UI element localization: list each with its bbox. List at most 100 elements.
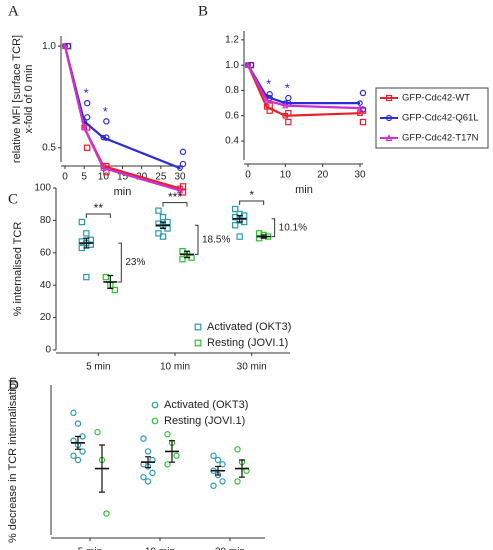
- marker: [357, 110, 363, 117]
- x-tick-label: 0: [62, 172, 68, 183]
- y-tick-label: 80: [40, 215, 52, 226]
- y-tick-label: 40: [40, 280, 52, 291]
- sig-bracket: [239, 200, 265, 206]
- sig-bracket: [162, 202, 188, 207]
- marker: [94, 428, 101, 436]
- legend-label: Resting (JOVI.1): [164, 415, 245, 427]
- y-tick-label: 100: [34, 183, 51, 194]
- marker: [144, 448, 152, 455]
- y-tick-label: 0: [45, 345, 51, 356]
- marker: [231, 205, 239, 213]
- marker: [149, 469, 156, 477]
- diff-bracket: [271, 218, 276, 238]
- x-tick-label: 0: [245, 170, 251, 181]
- marker: [164, 431, 171, 438]
- legend-label: GFP-Cdc42-WT: [402, 93, 470, 104]
- y-tick-label: 20: [40, 312, 52, 323]
- marker: [74, 420, 82, 427]
- series: [245, 61, 367, 126]
- series: [61, 42, 184, 194]
- line: [63, 45, 181, 192]
- x-tick-label: 30: [354, 170, 366, 181]
- marker: [144, 478, 152, 485]
- x-tick-label: 30 min: [215, 547, 245, 550]
- marker: [70, 452, 77, 459]
- y-tick-label: 1.2: [225, 34, 239, 45]
- marker: [219, 478, 226, 485]
- marker: [263, 104, 270, 110]
- marker: [219, 461, 226, 468]
- significance: *: [285, 80, 290, 95]
- marker: [61, 42, 69, 49]
- marker: [83, 114, 91, 121]
- diff-bracket: [118, 242, 122, 283]
- difference: 10.1%: [279, 222, 307, 233]
- marker: [236, 233, 243, 240]
- marker: [231, 213, 239, 221]
- x-axis-label: min: [114, 186, 132, 198]
- panel-label: A: [8, 3, 19, 19]
- marker: [179, 160, 187, 168]
- marker: [177, 185, 183, 192]
- marker: [111, 286, 119, 294]
- marker: [210, 452, 217, 459]
- x-tick-label: 30: [174, 172, 186, 183]
- x-tick-label: 25: [155, 172, 167, 183]
- marker: [155, 230, 162, 237]
- significance: *: [84, 86, 89, 101]
- line: [246, 64, 361, 117]
- marker: [83, 230, 90, 237]
- significance: *: [266, 77, 271, 92]
- x-axis-label: min: [295, 184, 313, 196]
- marker: [100, 134, 107, 141]
- x-tick-label: 20: [317, 170, 329, 181]
- marker: [155, 220, 162, 227]
- y-tick-label: 1.0: [42, 41, 56, 52]
- marker: [78, 238, 86, 245]
- y-tick-label: 0.8: [225, 85, 239, 96]
- x-tick-label: 10 min: [160, 362, 190, 373]
- line: [63, 45, 181, 170]
- marker: [80, 123, 88, 131]
- marker: [210, 482, 217, 489]
- marker: [74, 456, 82, 464]
- marker: [103, 118, 110, 125]
- marker: [173, 452, 180, 459]
- legend-label: Activated (OKT3): [164, 399, 248, 411]
- marker: [385, 114, 393, 122]
- marker: [151, 417, 159, 425]
- marker: [87, 241, 95, 248]
- marker: [83, 273, 90, 281]
- y-tick-label: 0.5: [42, 142, 56, 153]
- marker: [282, 112, 289, 119]
- marker: [176, 186, 184, 194]
- panel-label: D: [8, 377, 19, 393]
- x-tick-label: 10: [280, 170, 292, 181]
- line: [247, 64, 361, 110]
- significance: *: [103, 104, 108, 119]
- x-tick-label: 5 min: [86, 362, 110, 373]
- x-tick-label: 5: [81, 172, 87, 183]
- marker: [70, 409, 77, 417]
- legend-label: GFP-Cdc42-T17N: [402, 133, 479, 144]
- significance: ***: [168, 190, 182, 204]
- y-axis-label: x-fold of 0 min: [23, 64, 35, 133]
- legend-label: Resting (JOVI.1): [207, 337, 288, 349]
- y-axis-label: % decrease in TCR internalisation: [7, 377, 19, 543]
- marker: [194, 323, 202, 331]
- difference: 23%: [125, 257, 145, 268]
- series: [245, 61, 367, 113]
- marker: [78, 218, 86, 226]
- marker: [234, 446, 241, 453]
- marker: [385, 94, 393, 102]
- marker: [83, 144, 91, 151]
- marker: [179, 256, 186, 263]
- marker: [83, 99, 91, 107]
- marker: [140, 473, 147, 481]
- marker: [214, 456, 222, 464]
- y-axis-label: % internalised TCR: [12, 222, 24, 317]
- marker: [359, 106, 367, 113]
- sig-bracket: [85, 213, 111, 219]
- y-tick-label: 0.4: [225, 136, 239, 147]
